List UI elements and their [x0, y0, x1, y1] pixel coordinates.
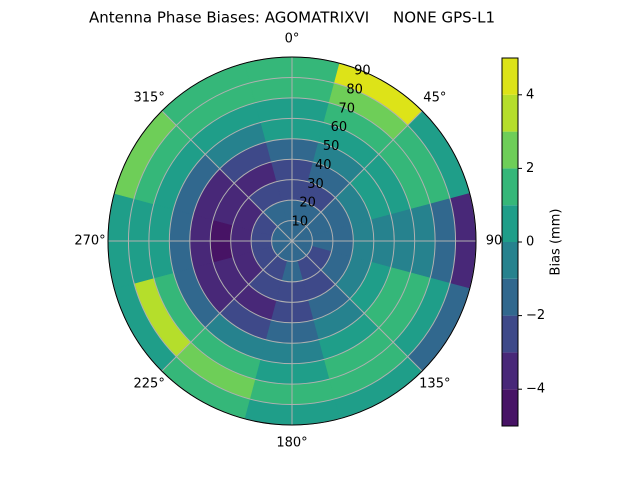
colorbar-band: [502, 389, 518, 426]
r-tick-label: 80: [346, 82, 363, 97]
theta-tick-label: 225°: [134, 376, 165, 391]
colorbar-tick-label: −2: [526, 308, 545, 323]
r-tick-label: 70: [338, 101, 355, 116]
colorbar-band: [502, 242, 518, 279]
polar-frame: [107, 56, 477, 426]
theta-tick-label: 315°: [134, 91, 165, 106]
theta-tick-label: 135°: [419, 376, 450, 391]
grid-spoke: [291, 240, 423, 372]
r-tick-label: 10: [292, 215, 309, 230]
colorbar-band: [502, 205, 518, 242]
colorbar-band: [502, 352, 518, 390]
colorbar-band: [502, 315, 518, 353]
colorbar-label: Bias (mm): [549, 209, 564, 276]
r-tick-label: 40: [315, 158, 332, 173]
r-tick-label: 50: [323, 139, 340, 154]
colorbar-band: [502, 278, 518, 316]
grid-spoke: [161, 110, 293, 242]
theta-tick-label: 180°: [276, 436, 307, 451]
colorbar-tick-label: −4: [526, 382, 545, 397]
grid-spoke: [161, 240, 293, 372]
colorbar-band: [502, 94, 518, 132]
chart-title: Antenna Phase Biases: AGOMATRIXVI NONE G…: [89, 9, 495, 27]
theta-tick-label: 270°: [74, 234, 105, 249]
theta-tick-label: 90: [486, 234, 503, 249]
theta-tick-label: 45°: [423, 91, 446, 106]
theta-tick-label: 0°: [285, 32, 300, 47]
grid-spoke: [291, 110, 423, 242]
r-tick-label: 30: [307, 177, 324, 192]
colorbar-band: [502, 131, 518, 169]
colorbar-tick-label: 2: [526, 161, 534, 176]
colorbar-band: [502, 168, 518, 206]
colorbar-tick-label: 4: [526, 87, 534, 102]
colorbar-band: [502, 58, 518, 95]
r-tick-label: 60: [331, 120, 348, 135]
colorbar-tick-label: 0: [526, 235, 534, 250]
r-tick-label: 20: [299, 196, 316, 211]
